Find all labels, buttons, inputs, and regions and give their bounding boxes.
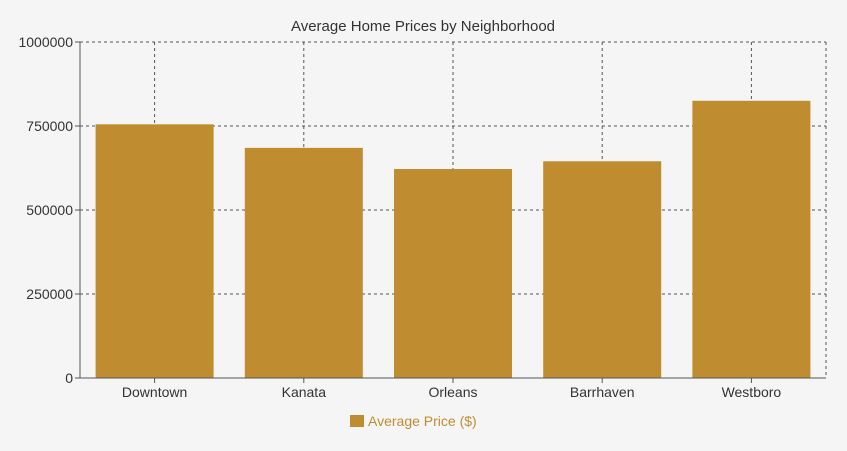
legend: Average Price ($)	[350, 413, 477, 429]
chart-title: Average Home Prices by Neighborhood	[291, 18, 555, 35]
bar-orleans[interactable]	[394, 169, 512, 378]
bar-barrhaven[interactable]	[543, 161, 662, 378]
bar-westboro[interactable]	[692, 100, 811, 379]
bar-downtown[interactable]	[95, 124, 214, 378]
axes-layer: 0 250000 500000 750000 1000000 Downtown Kanata…	[18, 34, 826, 400]
y-tick-label: 1000000	[18, 34, 73, 50]
bar-kanata[interactable]	[244, 147, 363, 378]
y-tick-label: 500000	[26, 202, 73, 218]
x-tick-label: Downtown	[122, 384, 187, 400]
y-tick-label: 0	[65, 370, 73, 386]
x-tick-label: Westboro	[722, 384, 782, 400]
bars-layer	[95, 100, 811, 379]
legend-swatch	[350, 415, 364, 427]
y-tick-label: 250000	[26, 286, 73, 302]
x-tick-label: Orleans	[428, 384, 477, 400]
x-tick-label: Kanata	[282, 384, 327, 400]
legend-label: Average Price ($)	[368, 413, 477, 429]
x-tick-label: Barrhaven	[570, 384, 635, 400]
y-tick-label: 750000	[26, 118, 73, 134]
